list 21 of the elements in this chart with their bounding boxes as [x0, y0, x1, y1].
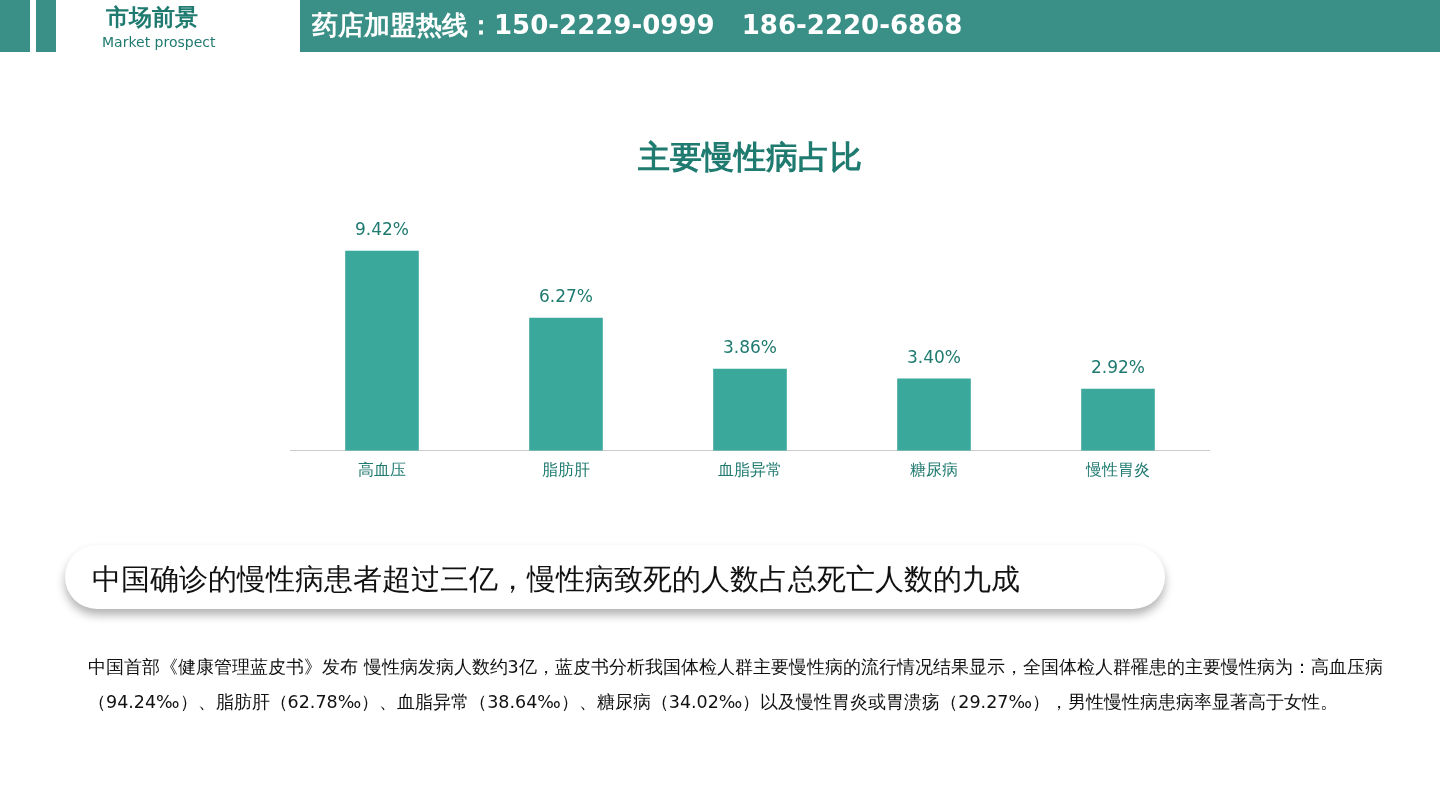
data-label: 3.86%: [722, 336, 778, 357]
text: 中国首部《健康管理蓝皮书》发布 慢性病发病人数约3亿，蓝皮书分析我国体检人群主要慢性病的流行情况结果显示，全国体检人群罹患的主要慢性病为：高血压病（94.24‰）、脂肪肝（62.78‰）、血脂异常（38.64‰）、糖尿病（34.02‰）以及慢性胃炎或胃溃疡（29.27‰），男性慢性病患病率显著高于女性。: [88, 656, 1384, 714]
x-tick-label: 糖尿病: [910, 459, 958, 479]
data-label: 3.40%: [906, 346, 962, 367]
x-tick-label: 脂肪肝: [542, 459, 590, 479]
bar: [1081, 388, 1155, 451]
bar: [529, 317, 603, 451]
x-tick-label: 高血压: [358, 459, 406, 479]
text: 中国确诊的慢性病患者超过三亿，慢性病致死的人数占总死亡人数的九成: [92, 561, 1020, 598]
chart-title: 主要慢性病占比: [637, 137, 862, 176]
bar: [713, 368, 787, 451]
text: Market prospect: [102, 34, 216, 50]
text: 市场前景: [106, 3, 198, 32]
bar: [897, 378, 971, 451]
text: 药店加盟热线：150-2229-0999 186-2220-6868: [312, 9, 963, 42]
x-tick-label: 血脂异常: [718, 459, 782, 479]
data-label: 2.92%: [1090, 356, 1146, 377]
bar: [345, 250, 419, 451]
data-label: 9.42%: [354, 218, 410, 239]
x-tick-label: 慢性胃炎: [1085, 459, 1150, 479]
data-label: 6.27%: [538, 285, 594, 306]
